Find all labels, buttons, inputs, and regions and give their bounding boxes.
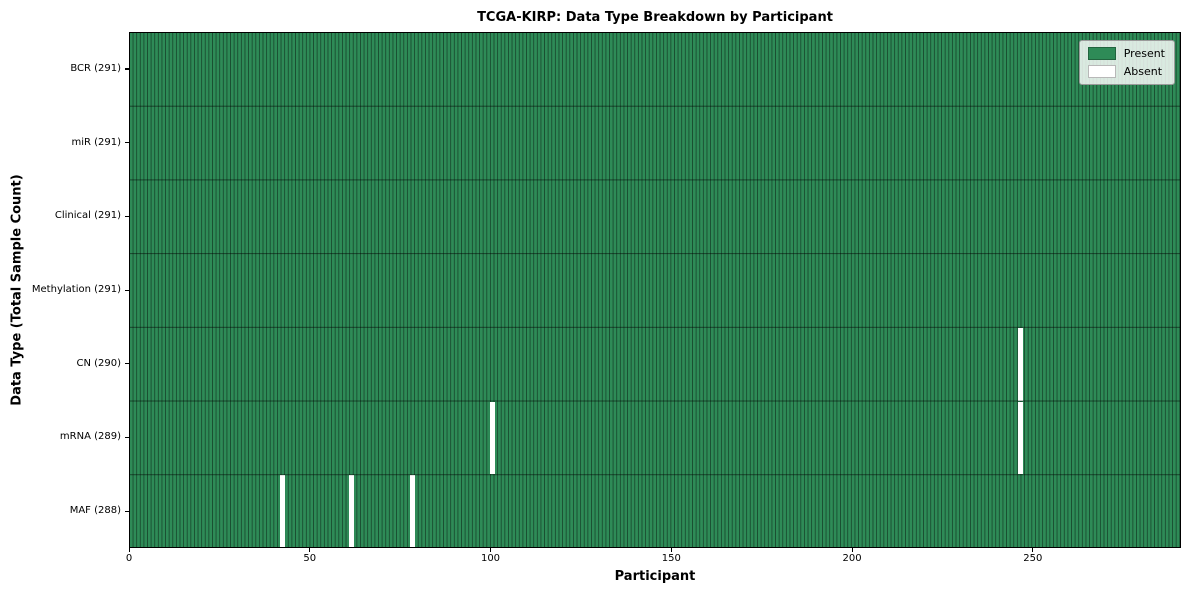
x-axis-label: Participant [614, 569, 696, 584]
x-tick-mark [128, 548, 130, 552]
x-tick-label: 50 [303, 553, 317, 564]
absent-cell [1017, 401, 1023, 475]
y-tick-label: Clinical (291) [54, 210, 121, 222]
legend-label-present: Present [1123, 46, 1165, 60]
legend-item-present: Present [1087, 46, 1165, 60]
y-tick-label: CN (290) [76, 357, 121, 369]
y-tick-mark [125, 68, 129, 70]
x-tick-mark [490, 548, 492, 552]
y-tick-mark [125, 436, 129, 439]
plot-area: Present Absent [129, 32, 1181, 548]
x-tick-label: 250 [1023, 553, 1043, 564]
x-tick-mark [309, 548, 311, 552]
chart-title: TCGA-KIRP: Data Type Breakdown by Partic… [477, 10, 833, 25]
absent-cell [348, 475, 354, 548]
legend-swatch-present [1087, 47, 1116, 60]
absent-cell [489, 401, 495, 475]
y-tick-label: mRNA (289) [59, 431, 121, 443]
y-tick-mark [125, 215, 129, 217]
legend-label-absent: Absent [1123, 64, 1163, 78]
y-tick-mark [125, 363, 129, 365]
x-tick-mark [851, 548, 853, 552]
y-tick-label: miR (291) [71, 136, 121, 148]
x-tick-label: 100 [480, 553, 501, 564]
absent-cells-layer [129, 32, 1181, 548]
y-tick-label: MAF (288) [69, 505, 121, 517]
y-tick-mark [125, 510, 129, 512]
y-tick-label: BCR (291) [70, 62, 121, 74]
absent-cell [410, 475, 416, 548]
x-tick-label: 150 [661, 553, 681, 564]
x-tick-label: 0 [125, 553, 133, 564]
x-tick-mark [670, 548, 672, 552]
y-tick-label: Methylation (291) [31, 284, 121, 295]
absent-cell [1017, 327, 1023, 401]
legend-item-absent: Absent [1087, 64, 1165, 78]
y-tick-mark [125, 142, 129, 144]
x-tick-mark [1032, 548, 1034, 552]
x-tick-label: 200 [842, 553, 862, 564]
absent-cell [280, 475, 286, 548]
y-tick-mark [125, 289, 129, 291]
legend-swatch-absent [1087, 65, 1116, 78]
legend: Present Absent [1078, 40, 1175, 85]
